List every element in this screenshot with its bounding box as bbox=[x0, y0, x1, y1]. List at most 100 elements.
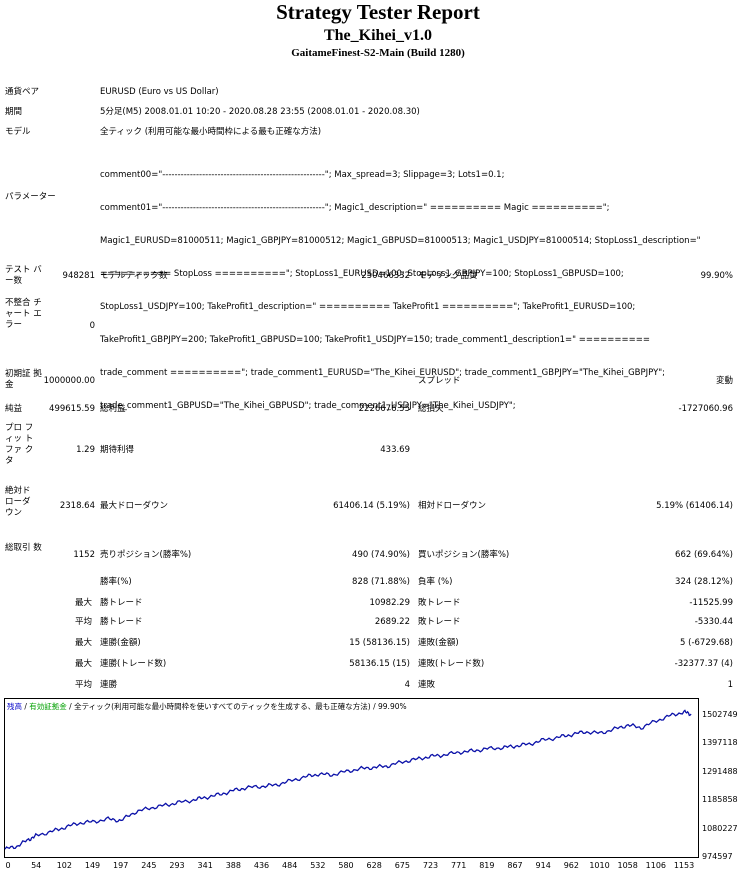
x-tick-label: 149 bbox=[84, 861, 101, 870]
ticks-value: 250466332 bbox=[361, 271, 410, 281]
abs-drawdown-label: 絶対ド ローダ ウン bbox=[5, 486, 31, 518]
model-label: モデル bbox=[5, 127, 31, 137]
x-tick-label: 293 bbox=[169, 861, 185, 870]
balance-chart bbox=[4, 698, 699, 858]
max-drawdown-label: 最大ドローダウン bbox=[100, 501, 169, 511]
x-tick-label: 197 bbox=[113, 861, 129, 870]
net-profit-value: 499615.59 bbox=[49, 404, 95, 414]
symbol-label: 通貨ペア bbox=[5, 87, 40, 97]
legend-quality: / 99.90% bbox=[370, 702, 407, 711]
net-profit-label: 純益 bbox=[5, 404, 23, 414]
win-rate-label: 勝率(%) bbox=[100, 577, 132, 587]
cons-loss-amount-value: 5 (-6729.68) bbox=[680, 638, 733, 648]
y-tick-label: 974597 bbox=[702, 852, 733, 861]
y-tick-label: 1080227 bbox=[702, 823, 738, 833]
abs-drawdown-value: 2318.64 bbox=[59, 501, 95, 511]
bars-label: テスト バー数 bbox=[5, 265, 42, 286]
avg-cons-win-value: 4 bbox=[404, 680, 410, 690]
max-prefix: 最大 bbox=[75, 659, 93, 669]
model-value: 全ティック (利用可能な最小時間枠による最も正確な方法) bbox=[100, 127, 322, 137]
profit-factor-value: 1.29 bbox=[76, 445, 95, 455]
bars-value: 948281 bbox=[62, 271, 95, 281]
legend-sep: / bbox=[66, 702, 75, 711]
x-tick-label: 819 bbox=[479, 861, 495, 870]
cons-win-trades-label: 連勝(トレード数) bbox=[100, 659, 167, 669]
avg-cons-win-label: 連勝 bbox=[100, 680, 118, 690]
quality-label: モデリング品質 bbox=[418, 271, 478, 281]
x-tick-label: 388 bbox=[225, 861, 241, 870]
params-line: StopLoss1_USDJPY=100; TakeProfit1_descri… bbox=[100, 302, 636, 312]
gross-loss-value: -1727060.96 bbox=[678, 404, 733, 414]
y-tick-label: 1291488 bbox=[702, 766, 738, 776]
largest-win-value: 10982.29 bbox=[369, 598, 410, 608]
report-title: Strategy Tester Report bbox=[276, 0, 480, 24]
symbol-value: EURUSD (Euro vs US Dollar) bbox=[100, 87, 219, 97]
spread-label: スプレッド bbox=[418, 376, 461, 386]
largest-loss-value: -11525.99 bbox=[689, 598, 733, 608]
y-tick-label: 1185858 bbox=[702, 795, 738, 805]
gross-loss-label: 総損失 bbox=[418, 404, 444, 414]
params-text: comment00="-----------------------------… bbox=[100, 148, 740, 423]
y-tick-label: 1502749 bbox=[702, 710, 738, 719]
params-line: comment01="-----------------------------… bbox=[100, 203, 610, 213]
params-line: TakeProfit1_GBPJPY=200; TakeProfit1_GBPU… bbox=[100, 335, 651, 345]
avg-prefix: 平均 bbox=[75, 617, 93, 627]
legend-sep: / bbox=[22, 702, 30, 711]
y-tick-label: 1397118 bbox=[702, 738, 738, 748]
long-positions-value: 662 (69.64%) bbox=[675, 550, 733, 560]
params-line: trade_comment =========="; trade_comment… bbox=[100, 368, 666, 378]
legend-model: 全ティック(利用可能な最小時間枠を使いすべてのティックを生成する、最も正確な方法… bbox=[74, 702, 371, 711]
server-name: GaitameFinest-S2-Main (Build 1280) bbox=[291, 47, 465, 59]
x-tick-label: 0 bbox=[5, 861, 11, 870]
total-trades-value: 1152 bbox=[73, 550, 95, 560]
x-tick-label: 867 bbox=[507, 861, 523, 870]
max-prefix: 最大 bbox=[75, 638, 93, 648]
gross-profit-label: 総利益 bbox=[100, 404, 126, 414]
largest-win-label: 勝トレード bbox=[100, 598, 143, 608]
rel-drawdown-value: 5.19% (61406.14) bbox=[656, 501, 733, 511]
x-tick-label: 675 bbox=[394, 861, 410, 870]
mismatch-value: 0 bbox=[89, 321, 95, 331]
gross-profit-value: 2226676.55 bbox=[358, 404, 410, 414]
x-tick-label: 532 bbox=[310, 861, 326, 870]
x-tick-label: 1058 bbox=[617, 861, 638, 870]
mismatch-label: 不整合 チャート エラー bbox=[5, 298, 42, 330]
x-tick-label: 628 bbox=[366, 861, 382, 870]
x-tick-label: 245 bbox=[141, 861, 157, 870]
profit-factor-label: プロ フィッ トファ クタ bbox=[5, 423, 34, 466]
cons-win-amount-value: 15 (58136.15) bbox=[349, 638, 410, 648]
max-prefix: 最大 bbox=[75, 598, 93, 608]
x-tick-label: 484 bbox=[282, 861, 298, 870]
x-tick-label: 341 bbox=[197, 861, 213, 870]
params-line: Magic1_EURUSD=81000511; Magic1_GBPJPY=81… bbox=[100, 236, 701, 246]
cons-loss-trades-value: -32377.37 (4) bbox=[674, 659, 733, 669]
avg-loss-label: 敗トレード bbox=[418, 617, 461, 627]
cons-win-trades-value: 58136.15 (15) bbox=[349, 659, 410, 669]
x-tick-label: 580 bbox=[338, 861, 354, 870]
cons-loss-amount-label: 連敗(金額) bbox=[418, 638, 459, 648]
period-value: 5分足(M5) 2008.01.01 10:20 - 2020.08.28 23… bbox=[100, 107, 420, 117]
ea-name: The_Kihei_v1.0 bbox=[323, 27, 432, 44]
short-positions-label: 売りポジション(勝率%) bbox=[100, 550, 192, 560]
rel-drawdown-label: 相対ドローダウン bbox=[418, 501, 487, 511]
params-label: パラメーター bbox=[5, 192, 56, 202]
legend-balance: 残高 bbox=[7, 702, 22, 711]
params-line: ========== StopLoss =========="; StopLos… bbox=[100, 269, 624, 279]
avg-win-label: 勝トレード bbox=[100, 617, 143, 627]
win-rate-value: 828 (71.88%) bbox=[352, 577, 410, 587]
avg-loss-value: -5330.44 bbox=[694, 617, 733, 627]
loss-rate-value: 324 (28.12%) bbox=[675, 577, 733, 587]
deposit-value: 1000000.00 bbox=[43, 376, 95, 386]
max-drawdown-value: 61406.14 (5.19%) bbox=[333, 501, 410, 511]
quality-value: 99.90% bbox=[700, 271, 733, 281]
ticks-label: モデルティック数 bbox=[100, 271, 168, 281]
x-tick-label: 723 bbox=[422, 861, 439, 870]
avg-cons-loss-label: 連敗 bbox=[418, 680, 436, 690]
x-tick-label: 1010 bbox=[589, 861, 610, 870]
total-trades-label: 総取引 数 bbox=[5, 543, 42, 553]
loss-rate-label: 負率 (%) bbox=[418, 577, 453, 587]
x-tick-label: 436 bbox=[253, 861, 270, 870]
expected-payoff-value: 433.69 bbox=[380, 445, 410, 455]
expected-payoff-label: 期待利得 bbox=[100, 445, 135, 455]
